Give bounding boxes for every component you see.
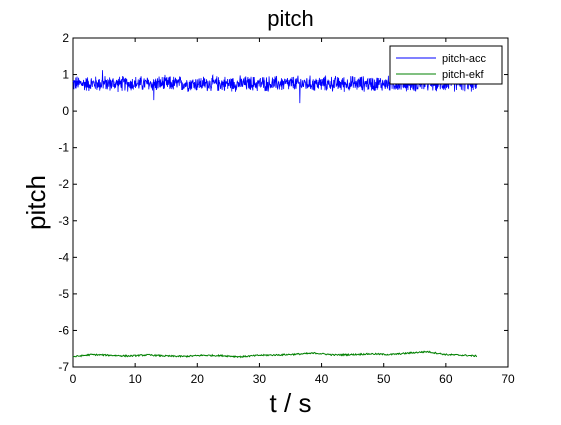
chart-title: pitch [267,6,313,31]
series-line-pitch-ekf [72,350,478,359]
y-tick-label: -1 [58,141,69,155]
y-tick-label: -4 [58,250,69,264]
plot-area [72,37,509,368]
x-tick-label: 60 [439,372,453,386]
series-layer [72,70,478,359]
y-tick-label: 0 [62,104,69,118]
x-tick-label: 40 [315,372,329,386]
y-tick-label: -7 [58,360,69,374]
y-tick-label: 1 [62,68,69,82]
x-tick-label: 30 [253,372,267,386]
x-tick-label: 10 [128,372,142,386]
x-axis-label: t / s [270,388,312,418]
y-tick-label: -2 [58,177,69,191]
x-tick-label: 0 [70,372,77,386]
series-line-pitch-acc [72,70,478,104]
x-tick-label: 20 [191,372,205,386]
legend: pitch-acc pitch-ekf [389,45,503,85]
y-tick-label: -5 [58,287,69,301]
x-tick-label: 50 [377,372,391,386]
legend-box [389,45,503,85]
y-axis-label: pitch [21,175,51,230]
y-tick-label: -3 [58,214,69,228]
legend-label-pitch-ekf: pitch-ekf [442,69,485,81]
legend-label-pitch-acc: pitch-acc [442,53,487,65]
y-tick-label: -6 [58,323,69,337]
y-tick-label: 2 [62,31,69,45]
x-tick-label: 70 [501,372,515,386]
